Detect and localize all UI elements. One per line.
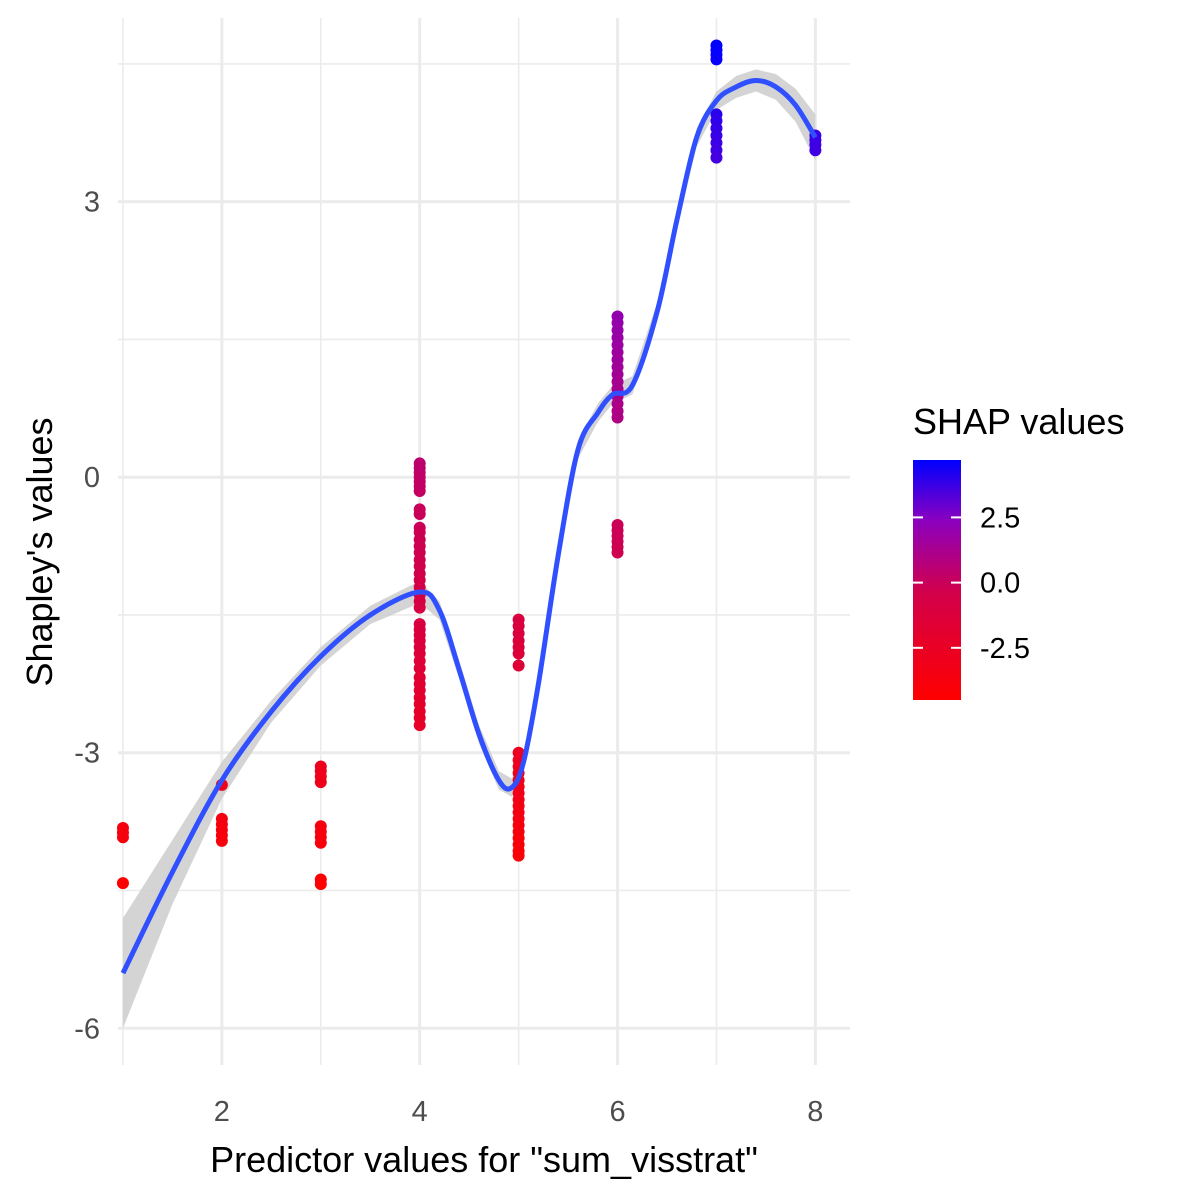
- grid-major: [118, 18, 850, 1065]
- x-axis-title: Predictor values for "sum_visstrat": [210, 1139, 758, 1180]
- y-tick-label: 0: [84, 462, 100, 494]
- x-tick-label: 2: [214, 1096, 230, 1128]
- data-point: [116, 831, 129, 844]
- data-point: [512, 647, 525, 660]
- data-point: [512, 849, 525, 862]
- legend-ticks: 2.5 0.0 -2.5: [913, 502, 1030, 665]
- data-point: [314, 836, 327, 849]
- x-tick-labels: 2 4 6 8: [214, 1096, 824, 1128]
- legend-title: SHAP values: [913, 401, 1124, 442]
- data-point: [413, 719, 426, 732]
- confidence-band: [122, 69, 816, 1029]
- data-point: [413, 507, 426, 520]
- data-point: [710, 53, 723, 66]
- data-point: [611, 411, 624, 424]
- grid-minor: [118, 18, 850, 1065]
- data-point: [413, 484, 426, 497]
- y-tick-labels: -6 -3 0 3: [74, 187, 100, 1046]
- data-point: [512, 659, 525, 672]
- data-point: [314, 878, 327, 891]
- data-point: [314, 776, 327, 789]
- legend-tick-label: -2.5: [980, 633, 1030, 665]
- y-tick-label: -3: [74, 738, 100, 770]
- data-point: [710, 151, 723, 164]
- colorbar: [913, 460, 961, 700]
- smooth-line: [120, 77, 818, 975]
- y-axis-title: Shapley's values: [19, 417, 60, 686]
- data-point: [611, 546, 624, 559]
- data-point: [413, 601, 426, 614]
- legend-tick-label: 2.5: [980, 502, 1020, 534]
- confidence-band-area: [122, 69, 816, 1029]
- y-tick-label: -6: [74, 1013, 100, 1045]
- data-point: [116, 877, 129, 890]
- x-tick-label: 6: [609, 1096, 625, 1128]
- data-point: [413, 662, 426, 675]
- data-point: [215, 834, 228, 847]
- x-tick-label: 4: [412, 1096, 428, 1128]
- color-legend: SHAP values 2.5 0.0 -2.5: [913, 401, 1124, 700]
- data-point: [809, 144, 822, 157]
- x-tick-label: 8: [807, 1096, 823, 1128]
- y-tick-label: 3: [84, 187, 100, 219]
- smooth-line-layer: [120, 77, 818, 975]
- legend-tick-label: 0.0: [980, 568, 1020, 600]
